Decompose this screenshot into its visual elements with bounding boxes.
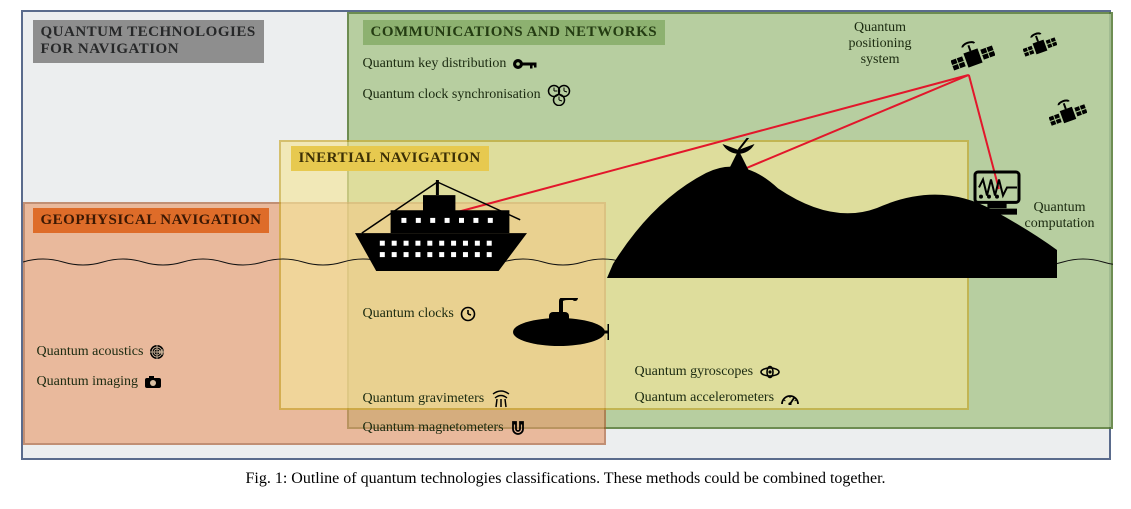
item-label-qmagnetometers: Quantum magnetometers [363, 420, 504, 436]
item-label-qcomp: Quantum computation [1025, 200, 1095, 232]
item-qmagnetometers: Quantum magnetometers [363, 420, 526, 436]
satellite-sat3 [1049, 96, 1087, 134]
gauge-icon [780, 391, 800, 405]
clock-icon [460, 306, 476, 322]
item-label-qclocks: Quantum clocks [363, 306, 454, 322]
item-qaccel: Quantum accelerometers [635, 390, 801, 406]
item-qgyro: Quantum gyroscopes [635, 364, 782, 380]
item-label-qps: Quantum positioning system [849, 20, 912, 68]
diagram-canvas: COMMUNICATIONS AND NETWORKS GEOPHYSICAL N… [21, 10, 1111, 460]
item-qclksync: Quantum clock synchronisation [363, 84, 571, 106]
item-qgravimeters: Quantum gravimeters [363, 390, 513, 408]
item-label-qkd: Quantum key distribution [363, 56, 507, 72]
key-icon [512, 57, 538, 71]
gravimeter-icon [490, 390, 512, 408]
ship-silhouette [351, 178, 531, 273]
item-qclocks: Quantum clocks [363, 306, 476, 322]
region-title-comms: COMMUNICATIONS AND NETWORKS [363, 20, 666, 45]
camera-icon [144, 375, 162, 389]
item-qps: Quantum positioning system [849, 20, 912, 68]
magnet-icon [510, 420, 526, 436]
radar-icon [149, 344, 165, 360]
region-title-inertial: INERTIAL NAVIGATION [291, 146, 489, 171]
region-title-geo: GEOPHYSICAL NAVIGATION [33, 208, 270, 233]
figure-caption: Fig. 1: Outline of quantum technologies … [245, 470, 885, 488]
item-label-qgyro: Quantum gyroscopes [635, 364, 754, 380]
item-qimaging: Quantum imaging [37, 374, 163, 390]
satellite-sat2 [1023, 30, 1057, 64]
gyro-icon [759, 365, 781, 379]
region-title-outer: QUANTUM TECHNOLOGIES FOR NAVIGATION [33, 20, 264, 63]
item-qkd: Quantum key distribution [363, 56, 539, 72]
item-qacoustics: Quantum acoustics [37, 344, 166, 360]
item-label-qclksync: Quantum clock synchronisation [363, 87, 541, 103]
clocks-icon [547, 84, 571, 106]
satellite-main [951, 36, 995, 80]
item-label-qgravimeters: Quantum gravimeters [363, 391, 485, 407]
item-label-qimaging: Quantum imaging [37, 374, 139, 390]
item-label-qaccel: Quantum accelerometers [635, 390, 775, 406]
submarine-silhouette [509, 298, 609, 348]
item-label-qacoustics: Quantum acoustics [37, 344, 144, 360]
console-icon [973, 170, 1021, 216]
item-qcomp: Quantum computation [1025, 200, 1095, 232]
